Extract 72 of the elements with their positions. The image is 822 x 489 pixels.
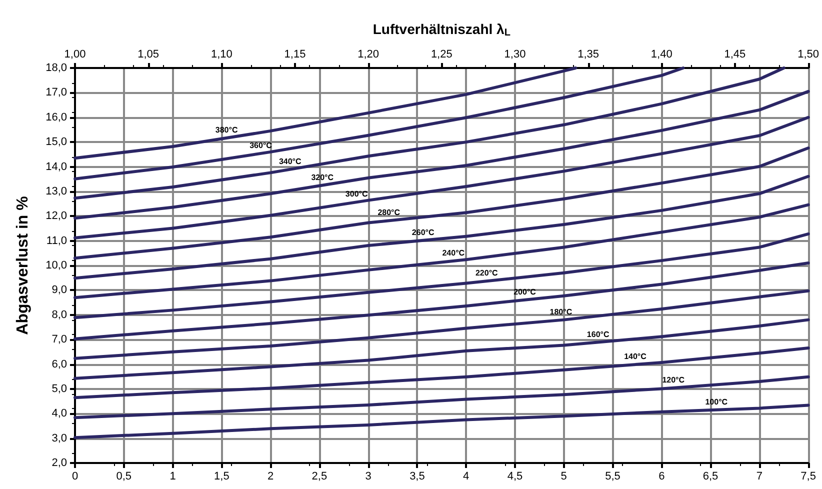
- annotation: 220°C: [475, 268, 498, 278]
- x-tick-label: 5: [560, 470, 567, 482]
- annotation: 340°C: [278, 156, 302, 166]
- y-tick-label: 12,0: [46, 210, 67, 222]
- x2-tick-label: 1,20: [358, 48, 380, 60]
- y-tick-label: 7,0: [52, 334, 67, 346]
- x-tick-label: 1: [170, 470, 176, 482]
- x-tick-label: 1,5: [214, 470, 230, 482]
- line-series: [74, 90, 810, 220]
- x-tick-label: 4: [463, 470, 470, 482]
- annotation: 100°C: [705, 397, 728, 406]
- annotation: 140°C: [624, 352, 647, 361]
- x-tick-label: 2: [267, 470, 274, 482]
- x2-tick-label: 1,30: [504, 48, 526, 60]
- x2-tick-label: 1,45: [724, 48, 746, 60]
- x-tick-label: 6: [658, 470, 665, 482]
- x-tick-label: 3: [365, 470, 372, 482]
- x2-tick-label: 1,15: [284, 48, 306, 60]
- y-tick-label: 6,0: [52, 358, 67, 370]
- y-tick-label: 5,0: [52, 382, 67, 395]
- line-series: [74, 404, 810, 440]
- annotation: 320°C: [311, 172, 334, 182]
- y-tick-label: 9,0: [52, 284, 67, 296]
- y-tick-label: 8,0: [52, 308, 67, 321]
- y-tick-label: 10,0: [46, 260, 67, 272]
- x2-tick-label: 1,05: [138, 48, 160, 60]
- x-tick-label: 4,5: [507, 470, 523, 482]
- x-tick-label: 6,5: [702, 470, 718, 482]
- x2-tick-label: 1,00: [64, 48, 86, 60]
- line-series: [74, 66, 578, 160]
- y-tick-label: 17,0: [46, 86, 67, 99]
- x-tick-label: 0: [72, 470, 78, 482]
- annotation: 260°C: [412, 228, 434, 237]
- y-tick-label: 3,0: [52, 432, 67, 444]
- x2-tick-label: 1,50: [798, 48, 820, 60]
- annotation: 380°C: [215, 125, 238, 134]
- y-tick-label: 18,0: [46, 62, 67, 74]
- annotation: 200°C: [514, 287, 536, 296]
- line-series: [74, 375, 810, 420]
- y-axis-title: Abgasverlust in %: [14, 196, 32, 335]
- line-series: [74, 346, 810, 400]
- x2-tick-label: 1,35: [578, 48, 600, 60]
- y-tick-label: 11,0: [46, 234, 67, 247]
- line-series: [74, 203, 810, 300]
- y-tick-label: 4,0: [52, 408, 67, 420]
- x2-tick-label: 1,25: [430, 48, 452, 60]
- y-tick-label: 2,0: [52, 457, 67, 469]
- line-series: [74, 289, 810, 360]
- y-tick-label: 14,0: [46, 160, 67, 173]
- line-series: [74, 116, 810, 240]
- line-series: [74, 174, 810, 280]
- annotation: 180°C: [550, 308, 572, 317]
- x2-tick-label: 1,40: [650, 48, 672, 60]
- line-series: [74, 262, 810, 340]
- annotation: 160°C: [586, 330, 610, 339]
- y-tick-label: 16,0: [46, 111, 67, 124]
- annotation: 280°C: [378, 208, 400, 218]
- annotation: 120°C: [662, 375, 685, 384]
- x-tick-label: 0,5: [116, 470, 132, 482]
- annotation: 300°C: [345, 190, 368, 199]
- x2-tick-label: 1,10: [210, 48, 232, 60]
- x-tick-label: 7: [756, 470, 762, 482]
- annotation: 240°C: [442, 248, 465, 258]
- x-tick-label: 3,5: [410, 470, 425, 482]
- y-tick-label: 15,0: [46, 136, 67, 148]
- x-tick-label: 7,5: [800, 470, 816, 482]
- annotation: 360°C: [250, 140, 272, 150]
- y-tick-label: 13,0: [46, 185, 67, 198]
- x-tick-label: 2,5: [312, 470, 328, 482]
- x-tick-label: 5,5: [605, 470, 620, 482]
- line-series: [74, 66, 685, 180]
- line-series: [74, 66, 786, 200]
